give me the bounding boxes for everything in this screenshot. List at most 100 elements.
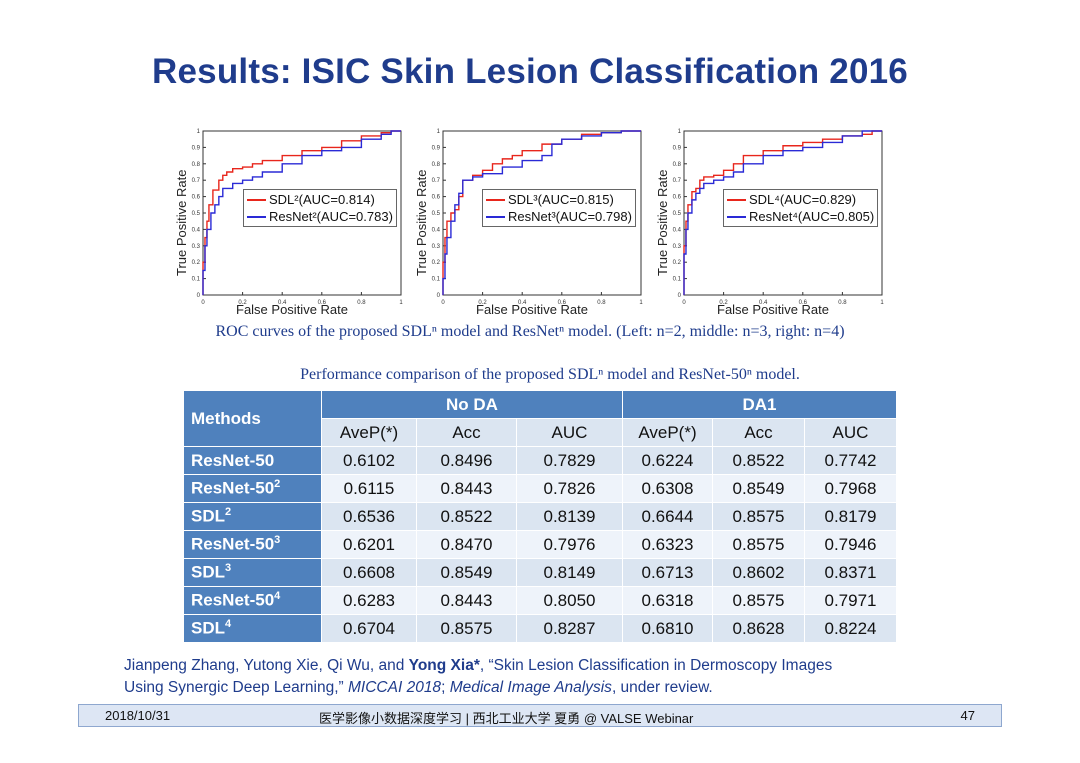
legend-label-sdl: SDL⁴(AUC=0.829)	[749, 192, 857, 207]
method-superscript: 2	[225, 506, 232, 519]
y-tick-label: 0.9	[192, 145, 201, 151]
legend-swatch-resnet	[727, 215, 746, 218]
method-base: SDL	[191, 618, 225, 638]
reference-line-1: Jianpeng Zhang, Yutong Xie, Qi Wu, and Y…	[124, 655, 832, 677]
metric-cell: 0.8224	[804, 614, 897, 643]
method-superscript: 3	[225, 562, 232, 575]
reference-venue-miccai: MICCAI 2018	[348, 679, 442, 696]
metric-cell: 0.7946	[804, 530, 897, 559]
y-tick-label: 0.6	[673, 195, 682, 201]
x-tick-label: 0.6	[318, 300, 327, 306]
method-superscript: 4	[274, 590, 281, 603]
reference-venue-journal: Medical Image Analysis	[449, 679, 612, 696]
metric-cell: 0.6115	[321, 474, 417, 503]
x-tick-label: 0.6	[558, 300, 567, 306]
method-base: SDL	[191, 506, 225, 526]
reference-separator: ;	[441, 679, 450, 696]
x-tick-label: 0.4	[518, 300, 527, 306]
legend-swatch-sdl	[486, 198, 505, 201]
metric-cell: 0.8496	[416, 446, 517, 475]
y-tick-label: 0.5	[192, 211, 201, 217]
y-tick-label: 0.7	[673, 178, 682, 184]
y-tick-label: 0.2	[673, 260, 682, 266]
footer-date: 2018/10/31	[105, 708, 171, 723]
metric-cell: 0.6713	[622, 558, 713, 587]
y-tick-label: 0.1	[192, 277, 201, 283]
method-name: SDL4	[183, 614, 322, 643]
metric-cell: 0.8575	[416, 614, 517, 643]
y-tick-label: 1	[197, 129, 201, 135]
footer-center-text: 医学影像小数据深度学习 | 西北工业大学 夏勇 @ VALSE Webinar	[319, 711, 694, 726]
metric-cell: 0.6608	[321, 558, 417, 587]
legend-label-sdl: SDL²(AUC=0.814)	[269, 192, 375, 207]
x-tick-label: 0.6	[799, 300, 808, 306]
y-tick-label: 0.6	[432, 195, 441, 201]
metric-cell: 0.8470	[416, 530, 517, 559]
metric-cell: 0.8139	[516, 502, 623, 531]
method-name: ResNet-50	[183, 446, 322, 475]
metric-cell: 0.7742	[804, 446, 897, 475]
y-tick-label: 0.6	[192, 195, 201, 201]
method-base: ResNet-50	[191, 450, 275, 470]
y-tick-label: 0.2	[192, 260, 201, 266]
metric-cell: 0.6644	[622, 502, 713, 531]
group-header-no-da: No DA	[321, 390, 623, 419]
metric-cell: 0.8575	[712, 586, 805, 615]
legend-swatch-sdl	[247, 198, 266, 201]
metric-cell: 0.8602	[712, 558, 805, 587]
metric-cell: 0.6224	[622, 446, 713, 475]
x-tick-label: 0.2	[478, 300, 487, 306]
x-axis-label: False Positive Rate	[236, 302, 348, 317]
roc-plot-n3: 0 0.2 0.4 0.6 0.8 1 0 0.1 0.2 0.3 0.4 0.5 0.6 0.7 0.8 0…	[410, 126, 650, 322]
x-tick-label: 0	[201, 300, 205, 306]
metric-cell: 0.8179	[804, 502, 897, 531]
method-base: ResNet-50	[191, 534, 275, 554]
methods-header: Methods	[183, 390, 322, 447]
x-axis-label: False Positive Rate	[476, 302, 588, 317]
metric-cell: 0.7829	[516, 446, 623, 475]
metric-cell: 0.6308	[622, 474, 713, 503]
column-header: AUC	[804, 418, 897, 447]
y-tick-label: 0	[678, 293, 682, 299]
y-tick-label: 0	[437, 293, 441, 299]
reference-status: , under review.	[611, 679, 713, 696]
y-tick-label: 0.1	[673, 277, 682, 283]
x-tick-label: 0.2	[238, 300, 247, 306]
legend-swatch-resnet	[247, 215, 266, 218]
legend-label-resnet: ResNet³(AUC=0.798)	[508, 209, 632, 224]
column-header: AUC	[516, 418, 623, 447]
y-tick-label: 0.8	[192, 162, 201, 168]
chart-legend: SDL³(AUC=0.815) ResNet³(AUC=0.798)	[482, 189, 636, 227]
reference-title-end: Using Synergic Deep Learning,”	[124, 679, 349, 696]
x-tick-label: 0.2	[719, 300, 728, 306]
x-tick-label: 0.4	[278, 300, 287, 306]
slide-title: Results: ISIC Skin Lesion Classification…	[152, 52, 908, 91]
legend-label-resnet: ResNet²(AUC=0.783)	[269, 209, 393, 224]
reference-title: , “Skin Lesion Classification in Dermosc…	[479, 657, 833, 674]
roc-curve-resnet	[683, 130, 882, 295]
table-row: ResNet-502 0.6115 0.8443 0.7826 0.6308 0.8549…	[183, 474, 897, 503]
x-tick-label: 0	[682, 300, 686, 306]
table-row: SDL3 0.6608 0.8549 0.8149 0.6713 0.8602 0.8371	[183, 558, 897, 587]
performance-table: Methods No DA DA1 AveP(*) Acc AUC AveP(*…	[183, 390, 897, 643]
table-row: SDL4 0.6704 0.8575 0.8287 0.6810 0.8628 0.8224	[183, 614, 897, 643]
metric-cell: 0.6201	[321, 530, 417, 559]
x-tick-label: 1	[880, 300, 884, 306]
table-row: ResNet-504 0.6283 0.8443 0.8050 0.6318 0.8575…	[183, 586, 897, 615]
method-name: ResNet-502	[183, 474, 322, 503]
y-tick-label: 0.1	[432, 277, 441, 283]
metric-cell: 0.8549	[712, 474, 805, 503]
metric-cell: 0.8522	[712, 446, 805, 475]
y-tick-label: 0.5	[432, 211, 441, 217]
metric-cell: 0.6810	[622, 614, 713, 643]
table-row: ResNet-503 0.6201 0.8470 0.7976 0.6323 0.8575…	[183, 530, 897, 559]
y-axis-label: True Positive Rate	[655, 169, 670, 276]
chart-legend: SDL⁴(AUC=0.829) ResNet⁴(AUC=0.805)	[723, 189, 879, 227]
x-tick-label: 0.8	[838, 300, 847, 306]
x-tick-label: 0.8	[357, 300, 366, 306]
footer-page-number: 47	[960, 708, 975, 723]
metric-cell: 0.8443	[416, 586, 517, 615]
column-header: AveP(*)	[321, 418, 417, 447]
roc-curve-resnet	[202, 130, 401, 295]
y-tick-label: 0.8	[673, 162, 682, 168]
